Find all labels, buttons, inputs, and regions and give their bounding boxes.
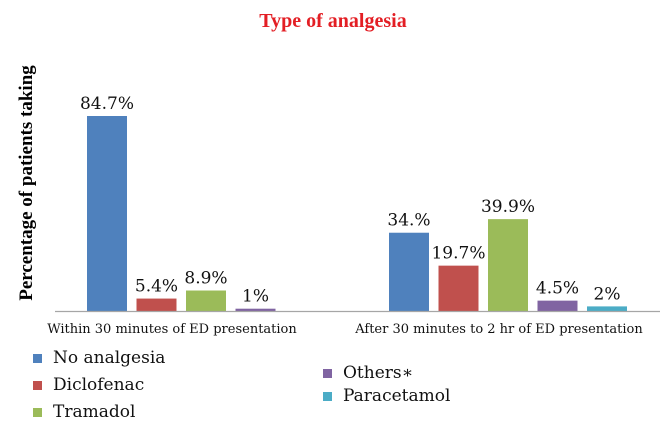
- data-labels-group: 84.7% 34.% 5.4% 19.7% 8.9% 39.9% 1% 4.5% 2%: [80, 94, 621, 307]
- legend-label-no-analgesia: No analgesia: [53, 348, 165, 368]
- legend-label-paracetamol: Paracetamol: [343, 386, 450, 406]
- data-label-paracetamol-group-2: 2%: [594, 284, 621, 304]
- legend-swatch-no-analgesia: [33, 354, 42, 363]
- legend-label-diclofenac: Diclofenac: [53, 375, 144, 395]
- bar-no-analgesia-group-1: [87, 116, 127, 311]
- bars-group: [87, 116, 627, 311]
- data-label-no-analgesia-group-2: 34.%: [387, 211, 430, 231]
- legend-label-tramadol: Tramadol: [53, 402, 135, 422]
- legend-swatch-paracetamol: [323, 392, 332, 401]
- bar-diclofenac-group-1: [136, 298, 177, 311]
- data-label-tramadol-group-1: 8.9%: [184, 269, 227, 289]
- bar-tramadol-group-2: [488, 219, 528, 311]
- bar-tramadol-group-1: [186, 290, 226, 311]
- legend-swatch-others: [323, 369, 332, 378]
- data-label-tramadol-group-2: 39.9%: [481, 197, 535, 217]
- data-label-others-group-2: 4.5%: [536, 279, 579, 299]
- data-label-diclofenac-group-1: 5.4%: [135, 277, 178, 297]
- chart-title: Type of analgesia: [259, 10, 406, 32]
- bar-others-group-2: [537, 300, 578, 311]
- category-label-within-30: Within 30 minutes of ED presentation: [47, 322, 297, 337]
- data-label-others-group-1: 1%: [242, 287, 269, 307]
- legend-label-others: Others∗: [343, 363, 413, 383]
- legend-swatch-tramadol: [33, 408, 42, 417]
- category-label-after-30: After 30 minutes to 2 hr of ED presentat…: [354, 322, 643, 337]
- data-label-no-analgesia-group-1: 84.7%: [80, 94, 134, 114]
- bar-no-analgesia-group-2: [389, 232, 429, 311]
- legend: No analgesia Diclofenac Tramadol Others∗ Par…: [33, 348, 450, 422]
- bar-diclofenac-group-2: [438, 265, 479, 311]
- data-label-diclofenac-group-2: 19.7%: [431, 244, 485, 264]
- legend-swatch-diclofenac: [33, 381, 42, 390]
- bar-others-group-1: [235, 308, 276, 311]
- y-axis-label: Percentage of patients taking: [16, 65, 37, 301]
- bar-paracetamol-group-2: [587, 306, 627, 311]
